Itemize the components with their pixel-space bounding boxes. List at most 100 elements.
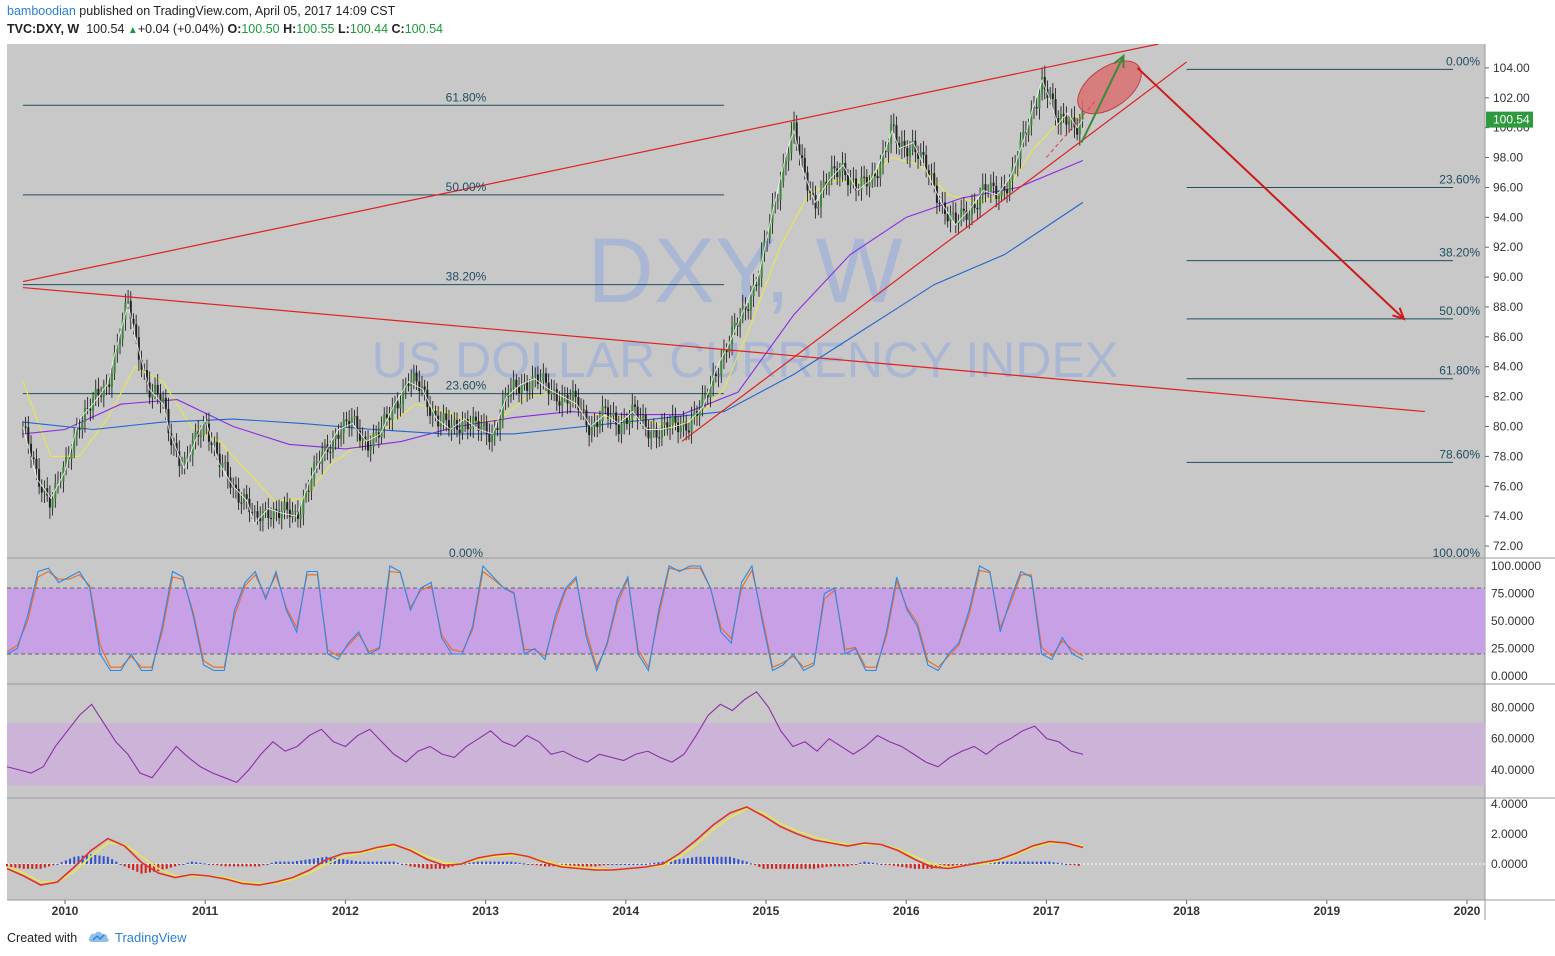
candle-body <box>48 495 51 508</box>
target-zone-ellipse <box>1077 60 1142 115</box>
candle-body <box>1054 99 1057 119</box>
macd-histogram-bar <box>207 864 210 865</box>
macd-histogram-bar <box>367 861 370 864</box>
macd-histogram-bar <box>775 864 778 869</box>
candle-body <box>434 410 437 416</box>
macd-histogram-bar <box>434 864 437 869</box>
candle-body <box>1068 121 1071 125</box>
down-projection-arrow-head <box>1392 307 1406 321</box>
price-tick-label: 72.00 <box>1493 539 1523 553</box>
macd-histogram-bar <box>632 864 635 865</box>
candle-body <box>394 401 397 408</box>
macd-histogram-bar <box>258 864 261 867</box>
macd-histogram-bar <box>480 861 483 864</box>
macd-histogram-bar <box>733 858 736 864</box>
candle-body <box>1062 113 1065 117</box>
macd-histogram-bar <box>993 861 996 864</box>
candle-body <box>755 284 758 286</box>
candle-body <box>447 420 450 431</box>
macd-histogram-bar <box>1006 861 1009 864</box>
macd-histogram-bar <box>615 864 618 865</box>
macd-histogram-bar <box>569 864 572 867</box>
candle-body <box>803 157 806 173</box>
candle-body <box>334 434 337 440</box>
macd-histogram-bar <box>1069 864 1072 865</box>
time-tick-label: 2012 <box>332 904 359 918</box>
candle-body <box>957 220 960 224</box>
macd-histogram-bar <box>947 864 950 867</box>
price-tick-label: 86.00 <box>1493 330 1523 344</box>
macd-histogram-bar <box>955 864 958 866</box>
macd-histogram-bar <box>918 864 921 869</box>
author-link[interactable]: bamboodian <box>7 4 76 18</box>
candle-body <box>569 400 572 404</box>
candle-body <box>970 204 973 215</box>
candle-body <box>102 385 105 397</box>
macd-tick-label: 4.0000 <box>1491 797 1528 811</box>
macd-histogram-bar <box>1056 862 1059 864</box>
candle-body <box>350 418 353 427</box>
macd-histogram-bar <box>1018 861 1021 864</box>
candle-body <box>496 427 499 430</box>
tradingview-link[interactable]: TradingView <box>88 930 187 945</box>
candle-body <box>367 440 370 451</box>
candle-body <box>922 152 925 155</box>
macd-histogram-bar <box>531 864 534 865</box>
macd-histogram-bar <box>813 864 815 869</box>
time-tick-label: 2019 <box>1313 904 1340 918</box>
close-label: C: <box>391 22 405 36</box>
candle-body <box>849 179 852 186</box>
candle-body <box>485 422 488 434</box>
price-change: +0.04 (+0.04%) <box>137 22 224 36</box>
candle-body <box>1057 118 1060 125</box>
candle-body <box>666 422 669 430</box>
tradingview-brand: TradingView <box>115 930 187 945</box>
candle-body <box>75 428 78 436</box>
candle-body <box>356 415 359 431</box>
macd-histogram-bar <box>1014 861 1017 864</box>
candle-body <box>1011 167 1014 181</box>
stochastic-tick-label: 25.0000 <box>1491 642 1535 656</box>
macd-histogram-bar <box>640 864 643 865</box>
publish-info: published on TradingView.com, April 05, … <box>79 4 396 18</box>
candle-body <box>1006 189 1009 194</box>
candle-body <box>73 435 76 453</box>
candle-body <box>78 428 81 430</box>
macd-histogram-bar <box>779 864 782 869</box>
macd-histogram-bar <box>758 864 761 867</box>
candle-body <box>162 397 165 403</box>
candle-body <box>299 514 302 519</box>
candle-body <box>375 432 378 434</box>
macd-histogram-bar <box>888 864 891 866</box>
symbol-line: TVC:DXY, W 100.54 ▲+0.04 (+0.04%) O:100.… <box>7 22 443 36</box>
macd-histogram-bar <box>291 861 294 864</box>
candle-body <box>418 381 421 392</box>
candle-body <box>40 486 43 493</box>
macd-histogram-bar <box>1031 861 1034 864</box>
candle-body <box>331 439 334 453</box>
macd-histogram-bar <box>720 856 723 864</box>
last-price: 100.54 <box>86 22 125 36</box>
candle-body <box>712 373 715 386</box>
macd-histogram-bar <box>153 864 156 872</box>
macd-histogram-bar <box>497 861 500 864</box>
macd-histogram-bar <box>644 864 647 865</box>
candle-body <box>989 182 992 193</box>
candle-body <box>264 508 267 512</box>
candle-body <box>46 488 49 496</box>
macd-histogram-bar <box>195 862 198 864</box>
candle-body <box>617 424 620 435</box>
candle-body <box>628 419 631 424</box>
macd-histogram-bar <box>270 862 273 864</box>
close-value: 100.54 <box>404 22 443 36</box>
candle-body <box>852 178 855 180</box>
candle-body <box>81 421 84 430</box>
candle-body <box>960 208 963 221</box>
candle-body <box>110 373 113 387</box>
candle-body <box>240 502 243 504</box>
candle-body <box>952 212 955 214</box>
candle-body <box>701 396 704 410</box>
open-value: 100.50 <box>241 22 280 36</box>
macd-histogram-bar <box>577 864 580 867</box>
chart-area[interactable]: DXY, W US DOLLAR CURRENCY INDEX 61.80% 50.0… <box>0 44 1555 920</box>
